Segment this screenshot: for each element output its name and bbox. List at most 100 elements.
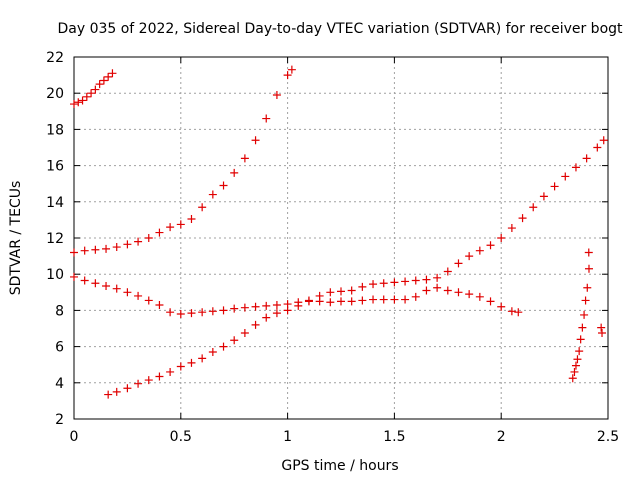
data-point	[187, 309, 196, 318]
data-point	[82, 92, 91, 101]
data-point	[539, 192, 548, 201]
data-point	[198, 203, 207, 212]
y-tick-label: 4	[55, 376, 64, 392]
data-point	[454, 259, 463, 268]
y-tick-label: 12	[46, 231, 64, 247]
x-tick-label: 0	[70, 429, 79, 445]
data-point	[176, 362, 185, 371]
data-point	[433, 283, 442, 292]
data-point	[262, 301, 271, 310]
data-point	[99, 76, 108, 85]
data-point	[573, 355, 582, 364]
chart-title: Day 035 of 2022, Sidereal Day-to-day VTE…	[57, 21, 623, 37]
y-tick-label: 6	[55, 340, 64, 356]
data-point	[144, 296, 153, 305]
data-point	[91, 85, 100, 94]
data-point	[582, 154, 591, 163]
data-point	[497, 234, 506, 242]
data-point	[358, 296, 367, 305]
data-point	[443, 286, 452, 295]
data-point	[422, 286, 431, 295]
data-point	[475, 246, 484, 255]
data-point	[95, 80, 104, 89]
data-point	[208, 190, 217, 199]
data-point	[80, 276, 89, 285]
data-point	[208, 348, 217, 357]
data-point	[390, 295, 399, 304]
data-point	[486, 297, 495, 306]
y-tick-label: 10	[46, 267, 64, 283]
x-tick-label: 2	[497, 429, 506, 445]
data-point	[272, 300, 281, 309]
data-point	[454, 288, 463, 297]
data-point	[104, 72, 113, 81]
data-point	[597, 323, 606, 332]
data-point	[240, 329, 249, 338]
y-tick-label: 20	[46, 86, 64, 102]
data-point	[294, 301, 303, 310]
data-point	[112, 387, 121, 396]
data-point	[230, 336, 239, 345]
y-axis-title: SDTVAR / TECUs	[8, 181, 24, 296]
data-point	[443, 267, 452, 276]
data-point	[475, 292, 484, 301]
x-axis-title: GPS time / hours	[281, 458, 398, 474]
y-tick-label: 8	[55, 303, 64, 319]
data-point	[104, 390, 113, 399]
data-point	[571, 361, 580, 370]
data-point	[134, 379, 143, 388]
x-tick-label: 2.5	[597, 429, 619, 445]
data-point	[411, 276, 420, 285]
data-point	[155, 372, 164, 381]
data-point	[465, 252, 474, 261]
data-point	[198, 308, 207, 317]
data-point	[304, 296, 313, 305]
data-point	[78, 96, 87, 105]
data-point	[91, 245, 100, 254]
data-point	[70, 272, 78, 281]
data-point	[272, 91, 281, 100]
data-point	[315, 291, 324, 300]
data-point	[583, 283, 592, 292]
tick-labels: 0 0.5 1 1.5 2 2.5 2 4 6 8 10 12 14 16 18 20 22	[46, 50, 619, 445]
x-tick-label: 1	[283, 429, 292, 445]
data-point	[251, 320, 260, 329]
y-tick-label: 18	[46, 122, 64, 138]
data-point	[358, 282, 367, 291]
data-point	[561, 172, 570, 181]
data-point	[230, 168, 239, 177]
data-point	[262, 114, 271, 123]
data-points	[70, 65, 608, 399]
data-point	[369, 295, 378, 304]
data-point	[108, 69, 117, 78]
data-point	[208, 307, 217, 316]
data-point	[379, 295, 388, 304]
data-point	[80, 246, 89, 255]
data-point	[581, 296, 590, 305]
data-point	[251, 302, 260, 311]
data-point	[155, 228, 164, 237]
data-point	[497, 302, 506, 311]
data-point	[176, 220, 185, 229]
data-point	[326, 288, 335, 297]
data-point	[102, 281, 111, 290]
data-point	[70, 100, 78, 109]
data-point	[347, 286, 356, 295]
data-point	[112, 284, 121, 293]
data-point	[529, 203, 538, 212]
data-point	[198, 354, 207, 363]
data-point	[283, 71, 292, 80]
y-tick-label: 16	[46, 159, 64, 175]
data-point	[576, 335, 585, 344]
data-point	[123, 384, 132, 393]
data-point	[112, 243, 121, 252]
data-point	[272, 309, 281, 318]
data-point	[571, 163, 580, 172]
data-point	[219, 342, 228, 351]
data-point	[123, 288, 132, 297]
data-point	[584, 248, 593, 257]
data-point	[514, 308, 523, 317]
data-point	[187, 214, 196, 223]
x-tick-label: 1.5	[383, 429, 405, 445]
